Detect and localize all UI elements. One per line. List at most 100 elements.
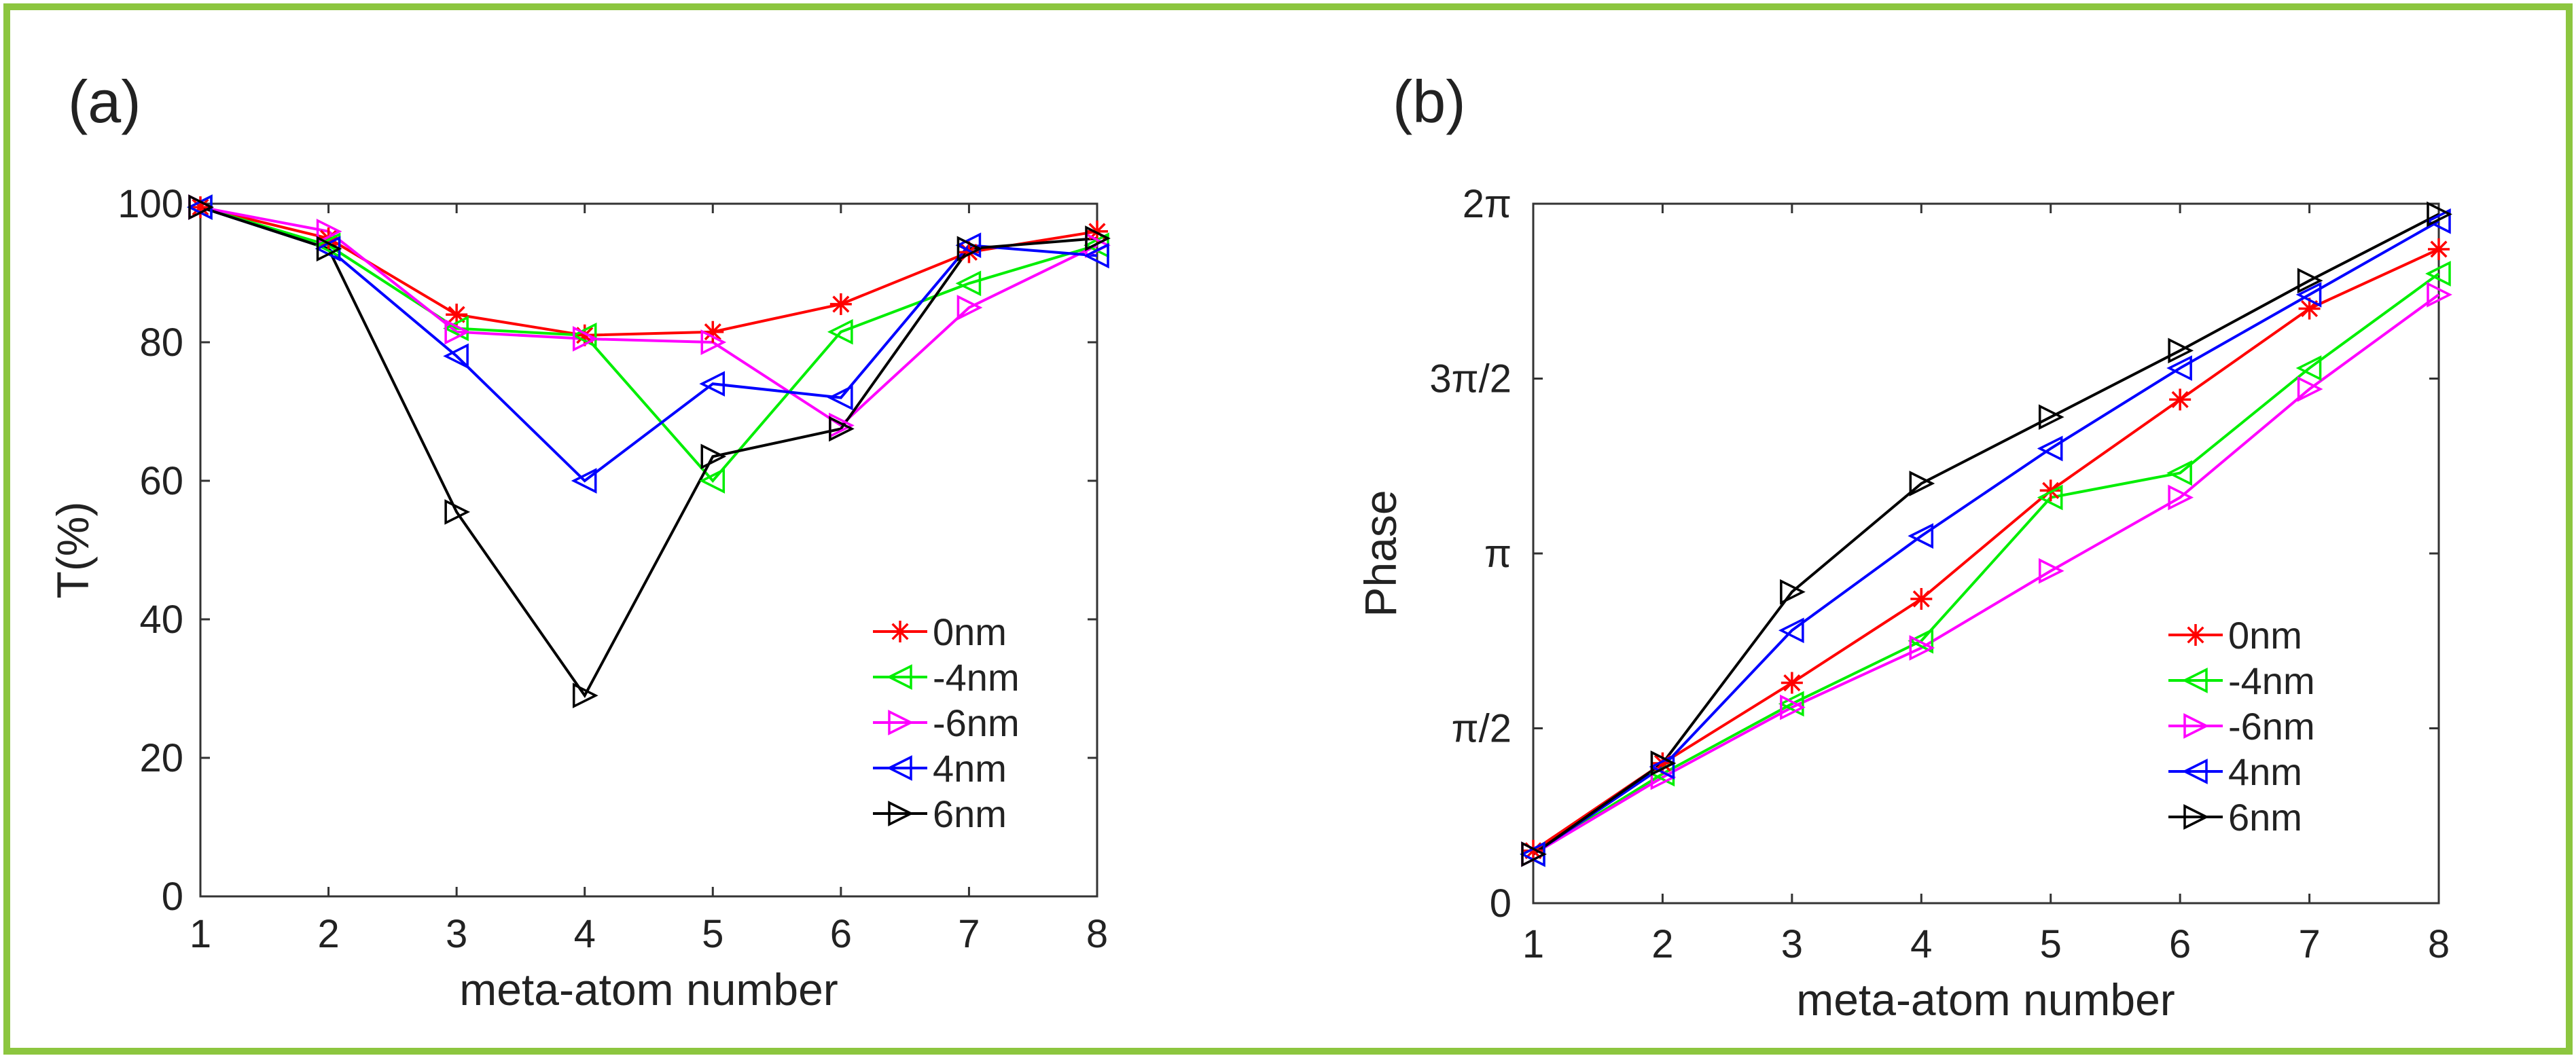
data-point--4nm [2037, 484, 2063, 511]
y-tick-label: π/2 [1452, 707, 1511, 751]
figure-border [3, 3, 2573, 1055]
panel-b-ticks: 1 2 3 4 5 6 7 8 0 π/2 π 3π/2 2π [1429, 182, 2450, 966]
data-point-4nm [955, 232, 982, 259]
x-tick-label: 1 [1522, 922, 1544, 966]
x-tick-label: 4 [574, 912, 596, 956]
data-point--6nm [2038, 558, 2064, 584]
legend-label: 4nm [2228, 750, 2302, 793]
panel-a-series [187, 194, 1111, 709]
data-point--6nm [2168, 484, 2194, 511]
data-point--6nm [572, 326, 598, 352]
data-point--4nm [827, 318, 853, 345]
x-tick-label: 2 [317, 912, 339, 956]
panel-a-plot-frame [199, 202, 1098, 898]
data-point--4nm [2166, 460, 2192, 486]
x-tick-label: 1 [190, 912, 211, 956]
legend-marker--4nm [2182, 668, 2208, 693]
data-point-4nm [571, 468, 597, 494]
data-point-6nm [2168, 338, 2194, 364]
data-point-4nm [1649, 754, 1675, 780]
data-point--6nm [1780, 694, 1806, 720]
y-tick-label: 0 [1490, 881, 1511, 926]
y-tick-label: 20 [139, 736, 183, 780]
data-point--6nm [956, 295, 983, 321]
legend-marker-6nm [888, 801, 914, 826]
data-point-4nm [443, 343, 469, 369]
data-point-6nm [572, 682, 598, 709]
data-point-4nm [1908, 523, 1934, 549]
series-line--6nm [1532, 293, 2440, 856]
y-tick-label: 3π/2 [1429, 357, 1511, 401]
data-point-0nm [2428, 238, 2450, 260]
panel-a: (a) T(%) meta-atom number 1 2 3 4 5 6 7 8020406… [48, 68, 1111, 1015]
legend-label: 6nm [933, 792, 1007, 835]
legend-label: 0nm [2228, 614, 2302, 657]
legend-label: -6nm [933, 701, 1020, 744]
x-tick-label: 4 [1910, 922, 1932, 966]
data-point--4nm [699, 468, 726, 494]
data-point-6nm [956, 236, 983, 262]
legend-marker--6nm [888, 710, 914, 735]
legend-marker-4nm [2182, 759, 2208, 784]
legend-marker-6nm [2183, 804, 2209, 830]
data-point-4nm [2425, 208, 2451, 234]
data-point-4nm [699, 371, 726, 397]
legend-marker-4nm [887, 755, 912, 781]
legend-label: -4nm [2228, 659, 2315, 702]
y-tick-label: 80 [139, 321, 183, 365]
data-point-4nm [827, 384, 853, 411]
data-point-4nm [1084, 242, 1109, 269]
legend-marker--4nm [887, 664, 912, 690]
x-tick-label: 3 [446, 912, 467, 956]
data-point--4nm [1778, 691, 1804, 717]
data-point--4nm [571, 322, 597, 348]
panel-b-x-axis-label: meta-atom number [1796, 974, 2175, 1025]
panel-a-x-axis-label: meta-atom number [459, 964, 838, 1015]
data-point-6nm [700, 443, 727, 470]
data-point-6nm [2038, 404, 2064, 430]
data-point--4nm [2295, 355, 2322, 381]
x-tick-label: 5 [2040, 922, 2062, 966]
x-tick-label: 7 [958, 912, 980, 956]
data-point--6nm [444, 318, 471, 345]
data-point-6nm [2297, 268, 2323, 294]
x-tick-label: 5 [702, 912, 723, 956]
legend-marker-0nm [889, 621, 911, 642]
x-tick-label: 8 [1086, 912, 1108, 956]
panel-a-y-axis-label: T(%) [48, 502, 98, 599]
x-tick-label: 7 [2298, 922, 2320, 966]
y-tick-label: 2π [1463, 182, 1511, 226]
data-point-0nm [190, 196, 211, 219]
y-tick-label: 40 [139, 598, 183, 642]
data-point--4nm [1908, 627, 1934, 654]
x-tick-label: 6 [830, 912, 852, 956]
data-point-6nm [1650, 750, 1677, 776]
data-point-6nm [188, 194, 214, 220]
data-point-0nm [1781, 672, 1803, 694]
data-point-4nm [1778, 617, 1804, 644]
x-tick-label: 2 [1651, 922, 1673, 966]
data-point-6nm [1780, 579, 1806, 605]
y-tick-label: 0 [162, 875, 183, 919]
panel-b-y-axis-label: Phase [1355, 490, 1406, 617]
data-point--4nm [443, 315, 469, 342]
series-line-0nm [200, 206, 1098, 337]
data-point--6nm [2427, 282, 2452, 308]
data-point-6nm [2427, 201, 2452, 227]
series-line-6nm [1532, 213, 2439, 856]
panel-a-label: (a) [68, 68, 141, 135]
data-point--6nm [700, 329, 727, 355]
data-point-0nm [2169, 388, 2192, 411]
data-point-0nm [702, 321, 724, 343]
legend-label: 6nm [2228, 796, 2302, 839]
x-tick-label: 6 [2169, 922, 2191, 966]
data-point--6nm [2297, 376, 2323, 402]
data-point-4nm [2295, 282, 2322, 308]
series-line-4nm [1532, 220, 2439, 856]
data-point-0nm [829, 293, 852, 315]
series-line--4nm [1532, 272, 2440, 856]
data-point-4nm [2037, 435, 2063, 462]
